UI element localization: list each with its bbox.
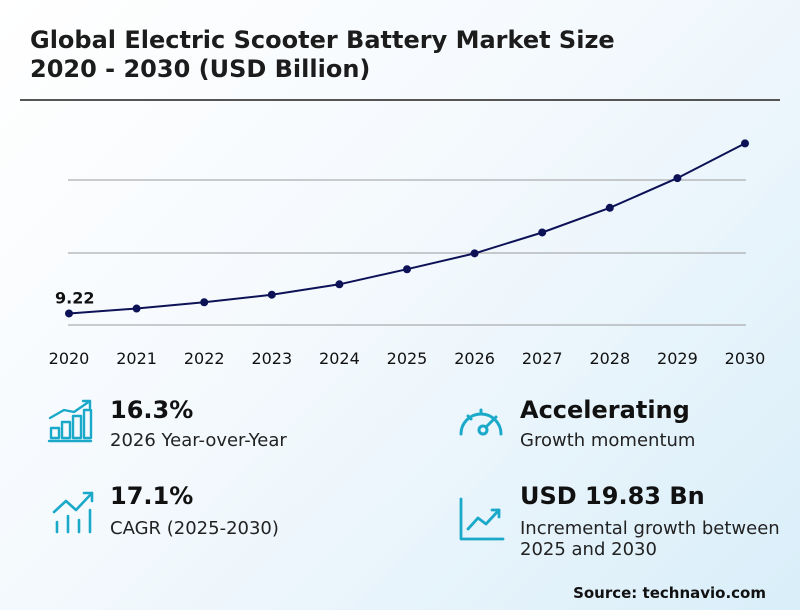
x-tick-label: 2021 xyxy=(116,349,157,368)
data-point-2020 xyxy=(65,309,73,318)
x-tick-label: 2024 xyxy=(319,349,360,368)
stat-momentum-value: Accelerating xyxy=(520,396,690,424)
data-point-2028 xyxy=(605,203,614,212)
stat-incremental-label: Incremental growth between 2025 and 2030 xyxy=(520,518,780,560)
x-tick-label: 2023 xyxy=(251,349,292,368)
stat-incremental-value: USD 19.83 Bn xyxy=(520,482,705,510)
data-point-2021 xyxy=(132,304,141,313)
data-point-2025 xyxy=(403,265,411,274)
gridlines xyxy=(68,179,746,326)
market-size-line-chart: 2020 2021 2022 2023 2024 2025 2026 2027 2028 2029… xyxy=(49,139,766,368)
data-point-2030 xyxy=(741,139,749,148)
x-tick-label: 2025 xyxy=(387,349,428,368)
gauge-icon xyxy=(456,402,506,446)
x-tick-label: 2020 xyxy=(49,349,90,368)
x-tick-label: 2022 xyxy=(184,349,225,368)
x-tick-label: 2030 xyxy=(725,349,766,368)
data-label: 9.22 xyxy=(55,288,94,307)
data-point-2022 xyxy=(200,298,209,307)
x-tick-label: 2026 xyxy=(454,349,495,368)
data-points xyxy=(65,139,749,318)
stat-yoy-label: 2026 Year-over-Year xyxy=(110,430,287,451)
stat-cagr-label: CAGR (2025-2030) xyxy=(110,518,279,539)
bar-growth-icon xyxy=(46,398,94,448)
stat-cagr-value: 17.1% xyxy=(110,482,194,510)
annotations: 9.22 xyxy=(55,288,94,307)
x-axis-ticks: 2020 2021 2022 2023 2024 2025 2026 2027 2028 2029… xyxy=(49,349,766,368)
stat-momentum-label: Growth momentum xyxy=(520,430,696,451)
title-divider xyxy=(20,99,780,101)
chart-title: Global Electric Scooter Battery Market S… xyxy=(30,26,770,84)
data-point-2024 xyxy=(335,280,344,289)
x-tick-label: 2027 xyxy=(522,349,563,368)
series-line xyxy=(68,142,746,315)
data-point-2026 xyxy=(470,249,479,258)
line-chart-icon xyxy=(458,496,506,546)
title-line-1: Global Electric Scooter Battery Market S… xyxy=(30,26,615,54)
x-tick-label: 2028 xyxy=(589,349,630,368)
title-line-2: 2020 - 2030 (USD Billion) xyxy=(30,55,371,83)
stat-yoy-value: 16.3% xyxy=(110,396,194,424)
x-tick-label: 2029 xyxy=(657,349,698,368)
trend-bars-icon xyxy=(50,488,98,540)
source-credit: Source: technavio.com xyxy=(573,584,766,602)
data-point-2029 xyxy=(673,174,682,183)
data-point-2023 xyxy=(267,290,276,299)
data-point-2027 xyxy=(538,228,547,237)
